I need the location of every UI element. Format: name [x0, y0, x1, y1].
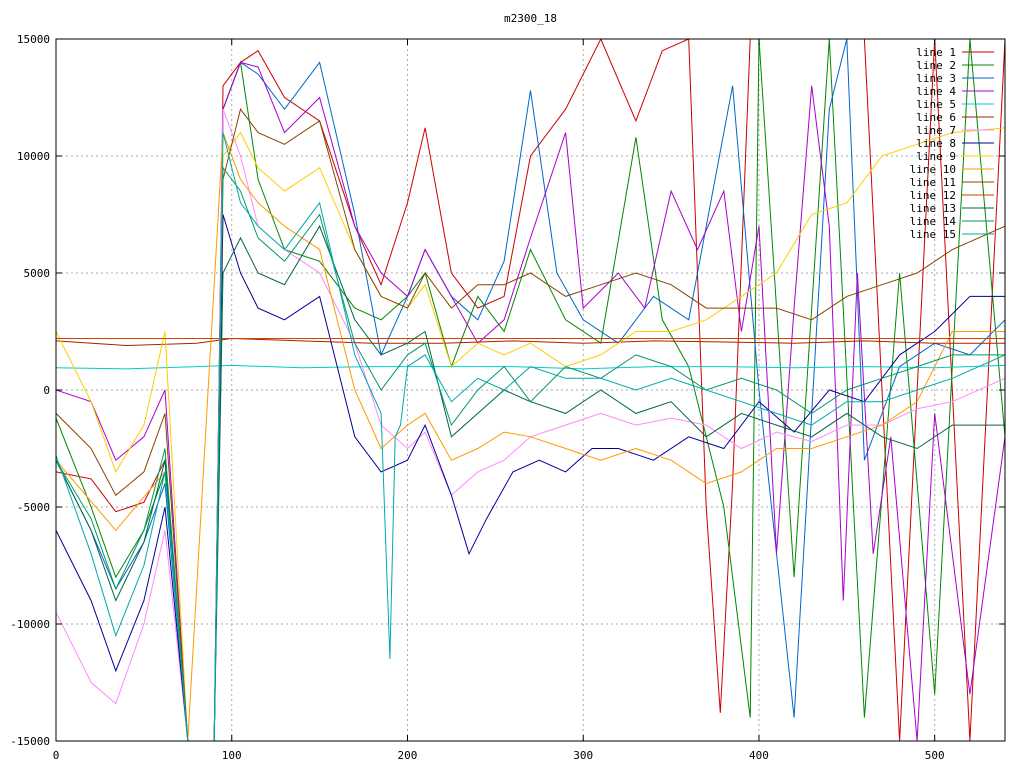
grid-lines: [56, 39, 1005, 741]
series-line-14: [56, 166, 1005, 741]
legend-label: line 11: [910, 176, 956, 189]
x-tick-label: 100: [222, 749, 242, 762]
y-tick-label: 15000: [17, 33, 50, 46]
series-line-7: [56, 109, 1005, 741]
x-tick-label: 400: [749, 749, 769, 762]
series-line-11: [56, 108, 1005, 741]
legend-label: line 13: [910, 202, 956, 215]
y-tick-label: 10000: [17, 150, 50, 163]
legend-label: line 2: [916, 59, 956, 72]
series-line-10: [56, 132, 1005, 741]
legend-label: line 8: [916, 137, 956, 150]
legend-label: line 10: [910, 163, 956, 176]
legend-label: line 12: [910, 189, 956, 202]
legend-label: line 6: [916, 111, 956, 124]
series-lines: [56, 39, 1005, 741]
series-line-1: [56, 39, 1005, 741]
legend-label: line 7: [916, 124, 956, 137]
series-line-3: [56, 39, 1005, 741]
y-tick-label: -5000: [17, 501, 50, 514]
y-tick-label: 0: [43, 384, 50, 397]
legend-label: line 9: [916, 150, 956, 163]
series-line-6: [56, 337, 1005, 347]
chart-title: m2300_18: [504, 12, 557, 25]
x-tick-label: 200: [398, 749, 418, 762]
x-tick-label: 500: [925, 749, 945, 762]
x-tick-label: 0: [53, 749, 60, 762]
legend-label: line 5: [916, 98, 956, 111]
series-line-9: [56, 127, 1005, 741]
series-line-2: [56, 39, 1005, 741]
axis-ticks: 0 100 200 300 400 500 -15000 -10000 -5000 0 5000 10…: [10, 33, 1005, 762]
series-line-8: [56, 214, 1005, 741]
series-line-5: [56, 364, 1005, 370]
series-line-15: [56, 132, 1005, 741]
y-tick-label: -10000: [10, 618, 50, 631]
legend-label: line 1: [916, 46, 956, 59]
y-tick-label: 5000: [24, 267, 51, 280]
legend-label: line 4: [916, 85, 956, 98]
series-line-13: [56, 225, 1005, 741]
x-tick-label: 300: [573, 749, 593, 762]
legend-label: line 3: [916, 72, 956, 85]
legend-label: line 15: [910, 228, 956, 241]
legend-label: line 14: [910, 215, 957, 228]
y-tick-label: -15000: [10, 735, 50, 748]
